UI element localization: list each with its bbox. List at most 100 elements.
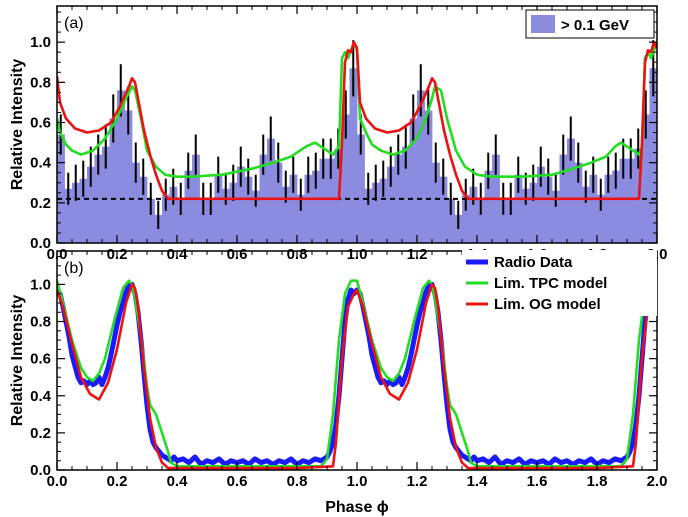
histogram-bar — [237, 166, 245, 243]
histogram-bar — [162, 194, 170, 243]
histogram-bar — [244, 176, 253, 243]
histogram-bar — [409, 118, 418, 243]
histogram-bar — [589, 174, 598, 243]
x-tick-label: 1.6 — [527, 473, 548, 490]
histogram-bar — [627, 158, 635, 243]
legend-label: Lim. TPC model — [494, 275, 607, 292]
panel-b-legend: Radio Data Lim. TPC model Lim. OG model — [462, 250, 657, 316]
histogram-bar — [117, 90, 125, 243]
histogram-bar — [439, 176, 448, 243]
histogram-bar — [72, 182, 80, 243]
histogram-bar — [282, 186, 290, 243]
y-tick-label: 0.4 — [30, 155, 52, 172]
x-tick-label: 0.2 — [107, 473, 128, 490]
y-tick-label: 0.8 — [30, 74, 51, 91]
histogram-bar — [357, 134, 365, 243]
histogram-bar — [207, 198, 215, 243]
y-tick-label: 0.4 — [30, 388, 52, 405]
y-tick-label: 0.6 — [30, 351, 51, 368]
y-axis-label: Relative Intensity — [9, 59, 26, 191]
y-tick-label: 0.8 — [30, 314, 51, 331]
y-tick-label: 1.0 — [30, 34, 51, 51]
histogram-bar — [364, 188, 373, 243]
histogram-bar — [462, 194, 470, 243]
histogram-bar — [574, 162, 583, 243]
histogram-bar — [349, 68, 358, 243]
series-line-lim-og-model — [57, 283, 657, 470]
y-tick-label: 0.0 — [30, 462, 51, 479]
histogram-bar — [169, 186, 178, 243]
x-tick-label: 1.8 — [587, 473, 608, 490]
y-tick-label: 0.2 — [30, 425, 51, 442]
panel-a-legend: > 0.1 GeV — [525, 9, 655, 39]
histogram-bar — [222, 188, 230, 243]
histogram-bar — [499, 198, 508, 243]
histogram-bar — [387, 166, 395, 243]
histogram-bar — [447, 198, 455, 243]
histogram-bar — [432, 162, 440, 243]
histogram-bar — [424, 110, 433, 243]
histogram-bar — [79, 178, 88, 243]
histogram-bar — [469, 186, 478, 243]
histogram-bar — [537, 166, 545, 243]
series-line-lim-og-model — [57, 40, 657, 201]
histogram-bar — [619, 158, 628, 243]
histogram-bar — [124, 110, 133, 243]
histogram-bar — [199, 198, 208, 243]
histogram-bar — [214, 174, 223, 243]
histogram-bar — [319, 158, 328, 243]
x-tick-label: 1.4 — [467, 473, 489, 490]
histogram-bar — [139, 176, 148, 243]
histogram-bar — [597, 194, 605, 243]
histogram-bar — [109, 118, 118, 243]
histogram-bar — [94, 154, 103, 243]
histogram-bar — [289, 174, 298, 243]
histogram-bar — [529, 182, 538, 243]
histogram-bar — [102, 146, 110, 243]
histogram-bar — [522, 188, 530, 243]
histogram-bar — [184, 170, 193, 243]
legend-box — [462, 250, 657, 316]
histogram-bar — [304, 174, 313, 243]
x-tick-label: 2.0 — [647, 473, 668, 490]
x-tick-label: 0.0 — [47, 473, 68, 490]
histogram-bar — [147, 198, 155, 243]
histogram-bar — [229, 182, 238, 243]
histogram-bar — [297, 194, 305, 243]
y-tick-label: 0.0 — [30, 235, 51, 252]
histogram-bar — [327, 158, 335, 243]
histogram-bar — [567, 138, 575, 243]
histogram-bar — [372, 182, 380, 243]
histogram-bar — [132, 162, 140, 243]
histogram-bar — [649, 68, 657, 243]
histogram-bar — [642, 114, 650, 243]
legend-label: Lim. OG model — [494, 296, 601, 313]
panel-b: 0.0 0.2 0.4 0.6 0.8 1.0 1.2 1.4 1.6 1.8 2.0 0.0 0.2 0… — [9, 250, 667, 516]
histogram-bar — [612, 170, 620, 243]
y-axis-label: Relative Intensity — [9, 295, 26, 427]
histogram-bar — [544, 176, 553, 243]
histogram-bar — [484, 170, 493, 243]
histogram-bar — [312, 170, 320, 243]
histogram-bar — [552, 190, 560, 243]
histogram-bar — [477, 198, 485, 243]
histogram-bar — [604, 174, 613, 243]
histogram-bar — [252, 190, 260, 243]
histogram-bar — [342, 114, 350, 243]
x-tick-label: 1.0 — [347, 473, 368, 490]
histogram-bar — [394, 154, 403, 243]
histogram-bar — [267, 138, 275, 243]
x-tick-label: 0.4 — [167, 473, 189, 490]
histogram-bar — [87, 166, 95, 243]
y-tick-label: 0.6 — [30, 114, 51, 131]
histogram-bar — [177, 198, 185, 243]
histogram-bar — [582, 186, 590, 243]
panel-a-plot-area — [57, 40, 657, 243]
panel-label: (a) — [64, 15, 84, 32]
x-tick-label: 1.2 — [407, 473, 428, 490]
histogram-bar — [514, 174, 523, 243]
x-tick-label: 0.8 — [287, 473, 308, 490]
histogram-bar — [417, 90, 425, 243]
histogram-bar — [507, 198, 515, 243]
